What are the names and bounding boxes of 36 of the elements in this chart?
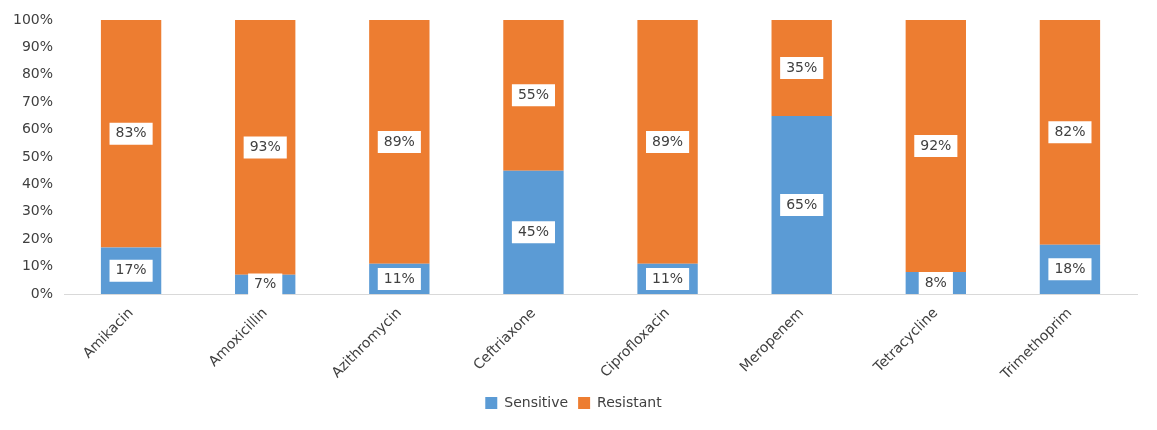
y-tick-label: 90% [21,38,54,55]
legend-label: Resistant [597,393,663,410]
legend-label: Sensitive [504,393,569,410]
bar [1039,20,1101,245]
data-label: 11% [652,269,684,286]
data-label: 45% [517,223,550,239]
data-label: 18% [1054,259,1086,276]
data-label: 92% [920,136,952,153]
data-label: 55% [517,85,550,102]
bar [771,115,832,295]
y-tick-label: 10% [21,257,54,274]
bar [503,20,564,171]
y-tick-label: 30% [21,202,54,219]
bar [369,20,430,264]
y-tick-label: 0% [30,284,54,301]
y-tick-label: 50% [21,147,54,164]
bar [503,170,564,295]
data-label: 8% [924,273,947,290]
data-label: 82% [1054,122,1086,139]
bar [100,20,162,248]
data-label: 11% [383,269,415,286]
data-label: 89% [383,132,415,149]
data-label: 93% [249,138,281,155]
y-tick-label: 60% [21,120,54,137]
y-tick-label: 100% [12,10,54,27]
data-label: 65% [786,195,818,212]
data-label: 17% [115,261,147,278]
y-tick-label: 80% [21,65,54,82]
bar [637,20,698,264]
data-label: 89% [652,132,684,149]
data-label: 7% [254,275,277,292]
y-tick-label: 40% [21,175,54,192]
data-label: 35% [786,58,818,75]
y-tick-label: 70% [21,92,54,109]
y-tick-label: 20% [21,229,54,246]
data-label: 83% [115,124,147,141]
